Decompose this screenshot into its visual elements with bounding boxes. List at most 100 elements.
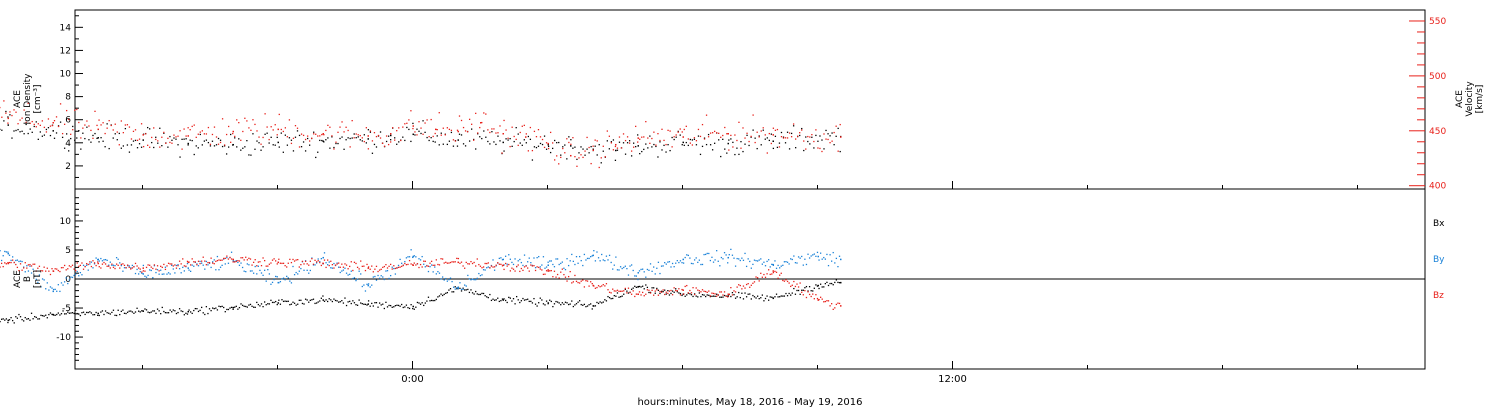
bz-point (445, 262, 446, 263)
bz-point (459, 263, 460, 264)
bx-point (6, 318, 7, 319)
density-point (56, 132, 57, 133)
bx-point (422, 302, 423, 303)
density-point (167, 147, 168, 148)
velocity-point (728, 149, 729, 150)
density-point (133, 140, 134, 141)
bz-point (497, 262, 498, 263)
bx-point (768, 300, 769, 301)
bz-point (639, 291, 640, 292)
by-point (656, 268, 657, 269)
velocity-point (90, 130, 91, 131)
bz-point (116, 263, 117, 264)
density-point (682, 144, 683, 145)
by-point (836, 258, 837, 259)
density-point (665, 151, 666, 152)
bz-point (741, 288, 742, 289)
by-point (681, 262, 682, 263)
velocity-point (331, 135, 332, 136)
by-point (768, 259, 769, 260)
bx-point (23, 320, 24, 321)
density-point (408, 129, 409, 130)
by-point (253, 273, 254, 274)
by-point (368, 283, 369, 284)
density-point (744, 144, 745, 145)
velocity-point (779, 146, 780, 147)
by-point (738, 258, 739, 259)
by-point (247, 263, 248, 264)
bx-point (316, 302, 317, 303)
bz-point-anchor (278, 262, 280, 264)
density-point (260, 150, 261, 151)
by-point (702, 264, 703, 265)
by-point (598, 257, 599, 258)
bz-point (379, 269, 380, 270)
bx-point (444, 294, 445, 295)
by-point (284, 279, 285, 280)
bx-point (398, 305, 399, 306)
bz-point (133, 266, 134, 267)
velocity-point (376, 136, 377, 137)
bx-point (67, 311, 68, 312)
velocity-point (803, 140, 804, 141)
bx-point (507, 302, 508, 303)
by-point (796, 262, 797, 263)
by-point (283, 278, 284, 279)
by-point (716, 250, 717, 251)
velocity-point (639, 139, 640, 140)
by-point (410, 249, 411, 250)
velocity-point (607, 130, 608, 131)
velocity-point (627, 136, 628, 137)
velocity-point (593, 146, 594, 147)
density-point (584, 155, 585, 156)
bz-point (255, 259, 256, 260)
bz-point-anchor (818, 299, 820, 301)
by-point (300, 268, 301, 269)
velocity-point (586, 137, 587, 138)
velocity-point (139, 138, 140, 139)
velocity-point (165, 143, 166, 144)
by-point (415, 256, 416, 257)
density-point-anchor (98, 137, 100, 139)
bx-point (535, 304, 536, 305)
bx-point (152, 310, 153, 311)
by-point (640, 269, 641, 270)
density-point (755, 138, 756, 139)
bx-point (784, 295, 785, 296)
by-point (625, 266, 626, 267)
velocity-point (155, 139, 156, 140)
by-point (543, 256, 544, 257)
velocity-point (669, 130, 670, 131)
bx-point (505, 300, 506, 301)
bx-point (165, 312, 166, 313)
density-point (485, 137, 486, 138)
bx-point (236, 306, 237, 307)
bx-point (437, 296, 438, 297)
velocity-point (522, 126, 523, 127)
bx-point (804, 287, 805, 288)
by-point (110, 262, 111, 263)
density-point (30, 128, 31, 129)
by-point (270, 284, 271, 285)
by-point (291, 282, 292, 283)
bz-point-anchor (548, 270, 550, 272)
bx-point (108, 313, 109, 314)
by-point (648, 270, 649, 271)
velocity-point (149, 147, 150, 148)
density-point (104, 146, 105, 147)
bz-point (496, 265, 497, 266)
bx-point (754, 296, 755, 297)
bz-point (692, 287, 693, 288)
bx-point (770, 296, 771, 297)
bz-point (336, 263, 337, 264)
velocity-point (840, 124, 841, 125)
bx-point (374, 302, 375, 303)
by-point (623, 267, 624, 268)
bx-point (349, 301, 350, 302)
velocity-point (337, 132, 338, 133)
by-point (686, 254, 687, 255)
velocity-point (254, 124, 255, 125)
bx-point (221, 306, 222, 307)
bz-point (330, 261, 331, 262)
by-point (160, 270, 161, 271)
